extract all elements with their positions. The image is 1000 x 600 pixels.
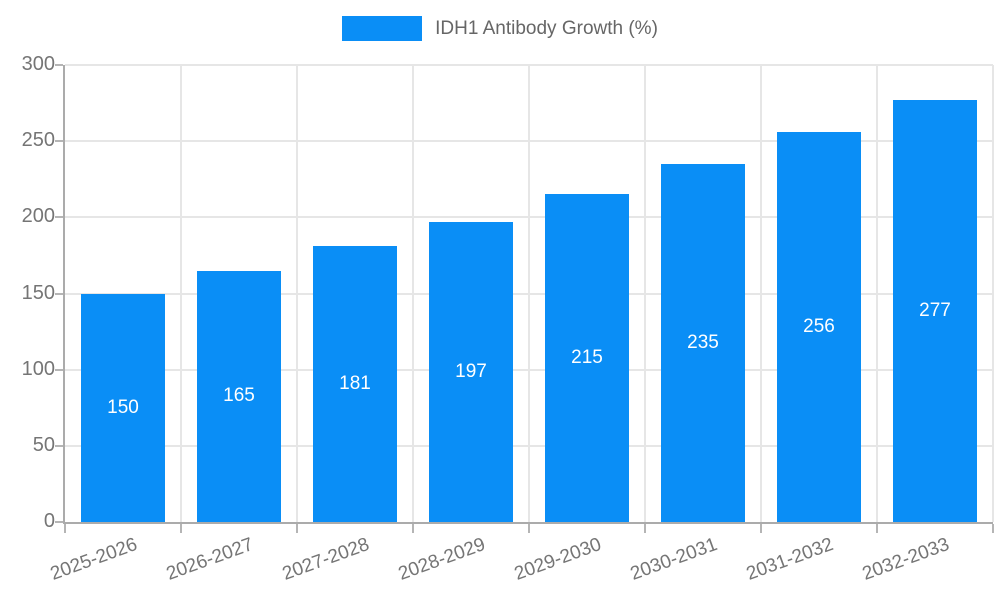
x-tick-label: 2026-2027	[163, 534, 257, 585]
x-tick-mark	[296, 524, 298, 533]
v-gridline	[528, 65, 530, 522]
x-tick-label: 2031-2032	[743, 534, 837, 585]
v-gridline	[876, 65, 878, 522]
y-tick-mark	[55, 444, 63, 447]
bar-value-label: 256	[803, 316, 835, 337]
v-gridline	[180, 65, 182, 522]
y-tick-label: 150	[21, 281, 55, 304]
y-tick-mark	[55, 216, 63, 219]
v-gridline	[992, 65, 994, 522]
bar-2025-2026[interactable]	[81, 293, 165, 522]
bar-value-label: 165	[223, 385, 255, 407]
legend-swatch	[342, 16, 423, 41]
y-tick-mark	[55, 292, 63, 295]
x-tick-label: 2032-2033	[859, 534, 953, 585]
y-tick-mark	[55, 521, 63, 523]
y-tick-mark	[55, 64, 63, 66]
bar-value-label: 235	[687, 332, 719, 353]
x-tick-label: 2030-2031	[627, 534, 721, 585]
y-tick-label: 50	[32, 433, 55, 456]
legend-label: IDH1 Antibody Growth (%)	[435, 17, 658, 39]
y-tick-mark	[55, 368, 63, 371]
bar-value-label: 197	[455, 360, 487, 382]
y-tick-label: 200	[21, 205, 55, 228]
x-tick-mark	[760, 524, 762, 533]
x-tick-label: 2027-2028	[279, 534, 373, 585]
y-tick-mark	[55, 140, 63, 143]
bar-2032-2033[interactable]	[893, 100, 977, 522]
x-tick-mark	[180, 524, 182, 533]
y-tick-label: 250	[21, 129, 55, 152]
x-tick-label: 2028-2029	[395, 534, 489, 585]
bar-2027-2028[interactable]	[313, 246, 397, 522]
v-gridline	[760, 65, 762, 522]
x-tick-mark	[64, 524, 66, 533]
bar-2026-2027[interactable]	[197, 270, 281, 522]
bar-value-label: 181	[339, 373, 371, 395]
bar-2029-2030[interactable]	[545, 194, 629, 522]
x-tick-label: 2025-2026	[47, 534, 141, 585]
v-gridline	[296, 65, 298, 522]
bar-value-label: 215	[571, 347, 603, 369]
x-tick-mark	[644, 524, 646, 533]
x-tick-mark	[412, 524, 414, 533]
bar-2028-2029[interactable]	[429, 221, 513, 522]
y-axis-line	[63, 65, 65, 522]
x-tick-mark	[528, 524, 530, 533]
x-tick-mark	[876, 524, 878, 533]
x-tick-label: 2029-2030	[511, 534, 605, 585]
bar-value-label: 150	[107, 396, 139, 418]
y-tick-label: 0	[43, 510, 55, 533]
bar-2030-2031[interactable]	[661, 164, 745, 522]
bar-value-label: 277	[919, 300, 951, 322]
plot-area: 150 165 181 197 215 235 256 277	[55, 64, 994, 533]
y-tick-label: 100	[21, 357, 55, 380]
y-tick-label: 300	[21, 53, 55, 76]
x-axis-line	[63, 522, 993, 524]
chart-legend[interactable]: IDH1 Antibody Growth (%)	[0, 16, 1000, 41]
x-tick-mark	[992, 524, 994, 533]
bar-2031-2032[interactable]	[777, 132, 861, 522]
v-gridline	[412, 65, 414, 522]
v-gridline	[644, 65, 646, 522]
